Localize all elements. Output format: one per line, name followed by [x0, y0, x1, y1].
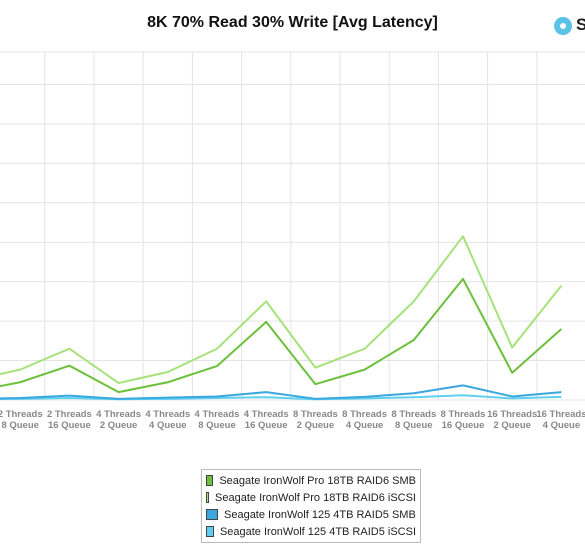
x-tick-label: 8 Threads 8 Queue	[391, 409, 436, 431]
chart-title: 8K 70% Read 30% Write [Avg Latency]	[147, 14, 438, 31]
x-tick-label: 8 Threads 16 Queue	[441, 409, 486, 431]
x-tick-label: 16 Threads 4 Queue	[536, 409, 585, 431]
x-tick-label: 8 Threads 2 Queue	[293, 409, 338, 431]
series-line-1	[0, 277, 563, 394]
chart-grid	[0, 51, 585, 401]
legend-label: Seagate IronWolf Pro 18TB RAID6 SMB	[219, 474, 416, 487]
x-tick-label: 8 Threads 4 Queue	[342, 409, 387, 431]
legend-label: Seagate IronWolf Pro 18TB RAID6 iSCSI	[215, 491, 416, 504]
x-tick-label: 16 Threads 2 Queue	[487, 409, 537, 431]
legend-swatch	[206, 492, 210, 503]
seagate-logo-icon	[554, 17, 572, 35]
x-tick-label: 4 Threads 16 Queue	[244, 409, 289, 431]
legend-swatch	[206, 526, 214, 537]
x-tick-label: 2 Threads 16 Queue	[47, 409, 92, 431]
legend-item[interactable]: Seagate IronWolf 125 4TB RAID5 SMB	[206, 506, 416, 523]
legend-label: Seagate IronWolf 125 4TB RAID5 SMB	[224, 508, 416, 521]
series-line-4	[0, 394, 562, 401]
legend-item[interactable]: Seagate IronWolf Pro 18TB RAID6 iSCSI	[206, 489, 416, 506]
x-tick-label: 4 Threads 8 Queue	[195, 409, 240, 431]
legend-label: Seagate IronWolf 125 4TB RAID5 iSCSI	[219, 525, 416, 538]
series-line-3	[0, 384, 562, 400]
x-tick-label: 4 Threads 2 Queue	[96, 409, 141, 431]
legend-swatch	[206, 509, 218, 520]
logo-text: S	[576, 15, 585, 34]
x-tick-label: 4 Threads 4 Queue	[145, 409, 190, 431]
brand-logo: S	[554, 15, 585, 40]
series-line-2	[0, 235, 563, 385]
legend-item[interactable]: Seagate IronWolf Pro 18TB RAID6 SMB	[206, 472, 416, 489]
legend-swatch	[206, 475, 214, 486]
x-tick-label: 2 Threads 8 Queue	[0, 409, 43, 431]
chart-legend: Seagate IronWolf Pro 18TB RAID6 SMB Seaga…	[201, 469, 421, 543]
legend-item[interactable]: Seagate IronWolf 125 4TB RAID5 iSCSI	[206, 523, 416, 540]
chart-series	[0, 235, 563, 401]
